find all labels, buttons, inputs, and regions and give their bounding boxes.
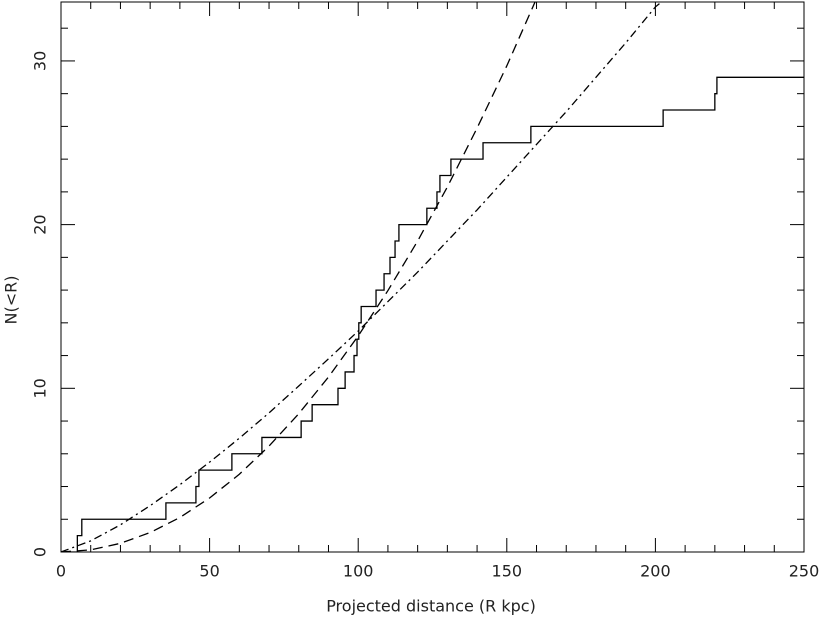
plot-frame xyxy=(60,1,805,553)
x-tick-label: 50 xyxy=(199,562,219,581)
x-tick-label: 0 xyxy=(56,562,66,581)
x-tick-label: 250 xyxy=(789,562,820,581)
x-tick-label: 200 xyxy=(640,562,671,581)
x-tick-label: 100 xyxy=(343,562,374,581)
y-tick-label: 0 xyxy=(31,547,50,557)
series-line xyxy=(61,2,536,552)
y-axis-label: N(<R) xyxy=(2,276,21,325)
y-tick-label: 20 xyxy=(31,214,50,234)
x-axis-label: Projected distance (R kpc) xyxy=(326,597,536,616)
x-tick-label: 150 xyxy=(492,562,523,581)
y-tick-label: 30 xyxy=(31,51,50,71)
series-line xyxy=(61,76,804,552)
y-tick-label: 10 xyxy=(31,378,50,398)
series-line xyxy=(61,2,662,552)
